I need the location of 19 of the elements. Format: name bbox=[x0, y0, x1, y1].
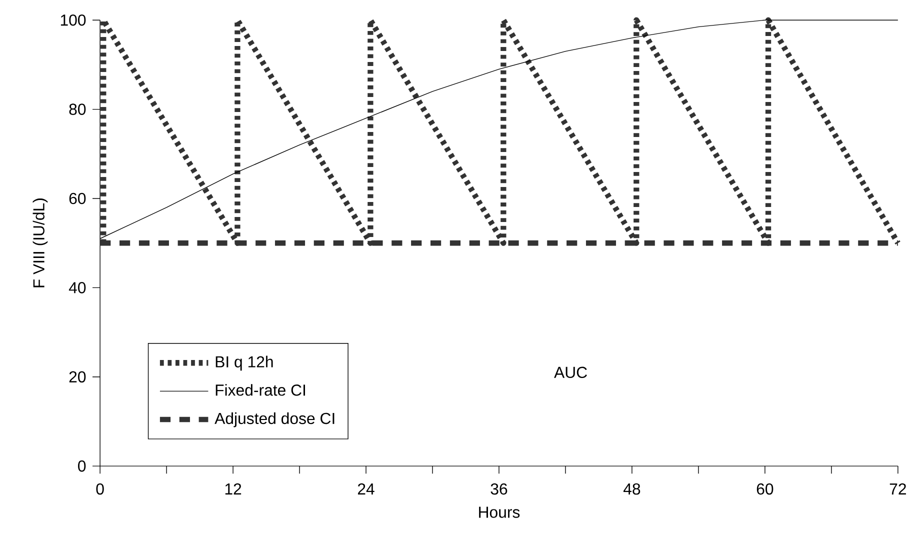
y-axis-title: F VIII (IU/dL) bbox=[32, 198, 48, 288]
y-tick-label: 20 bbox=[69, 371, 86, 383]
y-tick-label: 40 bbox=[68, 282, 86, 294]
legend-label: BI q 12h bbox=[216, 356, 273, 371]
x-tick-label: 72 bbox=[890, 483, 906, 494]
x-tick-label: 36 bbox=[490, 483, 508, 495]
y-tick-label: 0 bbox=[78, 460, 86, 472]
annotation: AUC bbox=[554, 366, 587, 378]
y-tick-label: 60 bbox=[69, 192, 86, 204]
x-tick-label: 48 bbox=[623, 483, 640, 495]
x-tick-label: 24 bbox=[358, 483, 374, 494]
x-tick-label: 12 bbox=[225, 483, 242, 494]
x-tick-label: 60 bbox=[756, 483, 774, 495]
x-tick-label: 0 bbox=[96, 483, 104, 495]
legend-label: Fixed-rate CI bbox=[216, 384, 305, 396]
legend-label: Adjusted dose CI bbox=[214, 412, 334, 428]
y-tick-label: 80 bbox=[69, 104, 86, 115]
x-axis-title: Hours bbox=[479, 506, 520, 518]
y-tick-label: 100 bbox=[60, 14, 86, 26]
